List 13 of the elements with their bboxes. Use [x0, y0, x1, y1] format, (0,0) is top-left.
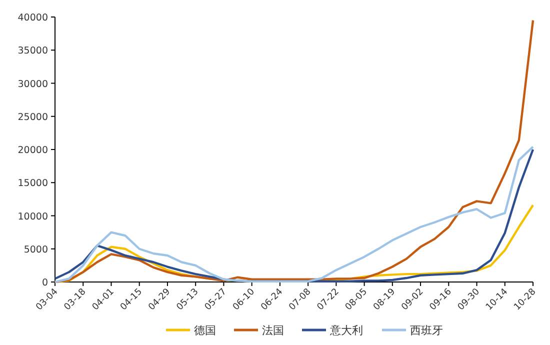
y-tick-label: 30000	[18, 78, 48, 90]
y-tick-label: 20000	[18, 145, 48, 156]
legend-label: 法国	[262, 324, 284, 337]
y-tick-label: 35000	[18, 46, 48, 57]
y-tick-label: 15000	[18, 178, 48, 190]
legend-label: 意大利	[329, 324, 363, 337]
y-tick-label: 5000	[24, 244, 48, 256]
y-tick-label: 0	[42, 278, 48, 288]
y-tick-label: 40000	[18, 12, 48, 24]
y-tick-label: 10000	[18, 211, 48, 222]
y-tick-label: 25000	[18, 112, 48, 123]
legend-label: 德国	[194, 324, 216, 337]
legend-label: 西班牙	[410, 324, 443, 337]
